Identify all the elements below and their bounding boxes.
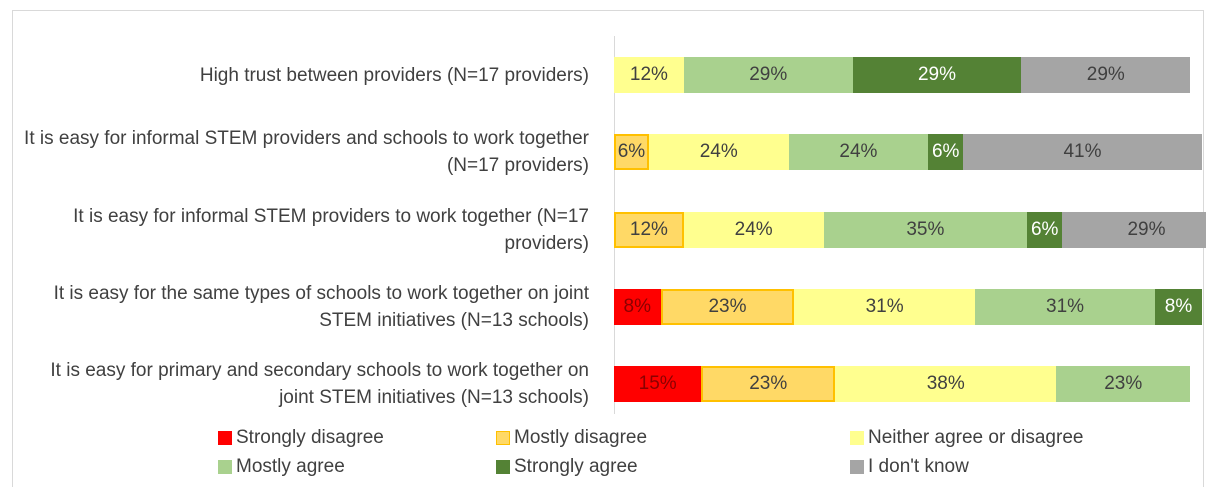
value-label: 31% (1046, 296, 1085, 317)
value-label: 29% (1086, 64, 1125, 85)
value-label: 6% (931, 141, 960, 162)
legend-swatch (496, 431, 510, 445)
bar-segment (1021, 57, 1191, 93)
value-label: 12% (629, 64, 668, 85)
legend-label: Mostly agree (236, 456, 345, 477)
bar-segment (614, 57, 684, 93)
bar-segment (1056, 366, 1191, 402)
category-label: It is easy for the same types of schools… (53, 283, 589, 331)
value-label: 23% (708, 296, 747, 317)
value-label: 38% (926, 373, 965, 394)
value-label: 24% (699, 141, 738, 162)
bar-segment (683, 212, 824, 248)
bar-segment (683, 57, 853, 93)
category-label: High trust between providers (N=17 provi… (199, 64, 589, 86)
value-label: 29% (917, 64, 956, 85)
value-label: 24% (734, 219, 773, 240)
legend-label: I don't know (868, 456, 969, 477)
bar-segment (835, 366, 1057, 402)
bar-segment (974, 289, 1156, 325)
bar-segment (614, 134, 649, 170)
legend-label: Strongly agree (514, 456, 638, 477)
bar-segment (614, 212, 684, 248)
category-label: It is easy for informal STEM providers a… (24, 128, 589, 176)
bar-segment (928, 134, 964, 170)
value-label: 41% (1063, 141, 1102, 162)
chart-frame (12, 10, 1204, 487)
value-label: 35% (906, 219, 945, 240)
bar-segment (963, 134, 1202, 170)
legend-label: Strongly disagree (236, 427, 384, 448)
value-label: 23% (1104, 373, 1143, 394)
bar-segment (701, 366, 836, 402)
value-label: 6% (1030, 219, 1059, 240)
bar-segment (788, 134, 929, 170)
value-label: 8% (1164, 296, 1193, 317)
bar-segment (852, 57, 1022, 93)
value-label: 6% (617, 141, 646, 162)
bar-segment (648, 134, 789, 170)
category-label: It is easy for informal STEM providers t… (73, 206, 589, 254)
bar-segment (794, 289, 975, 325)
bar-segment (1155, 289, 1202, 325)
legend-label: Mostly disagree (514, 427, 648, 448)
legend-swatch (496, 460, 510, 474)
value-label: 15% (638, 373, 677, 394)
legend-label: Neither agree or disagree (868, 427, 1084, 448)
legend-swatch (218, 431, 232, 445)
legend-swatch (850, 431, 864, 445)
value-label: 23% (749, 373, 788, 394)
bar-segment (1027, 212, 1063, 248)
bar-segment (614, 289, 661, 325)
value-label: 8% (623, 296, 651, 317)
value-label: 24% (839, 141, 878, 162)
bar-segment (660, 289, 795, 325)
value-label: 29% (749, 64, 788, 85)
bar-segment (614, 366, 702, 402)
category-label: It is easy for primary and secondary sch… (50, 360, 589, 408)
value-label: 12% (629, 219, 668, 240)
legend-swatch (218, 460, 232, 474)
value-label: 31% (865, 296, 904, 317)
bar-segment (1062, 212, 1206, 248)
legend-swatch (850, 460, 864, 474)
bar-segment (823, 212, 1028, 248)
value-label: 29% (1127, 219, 1166, 240)
